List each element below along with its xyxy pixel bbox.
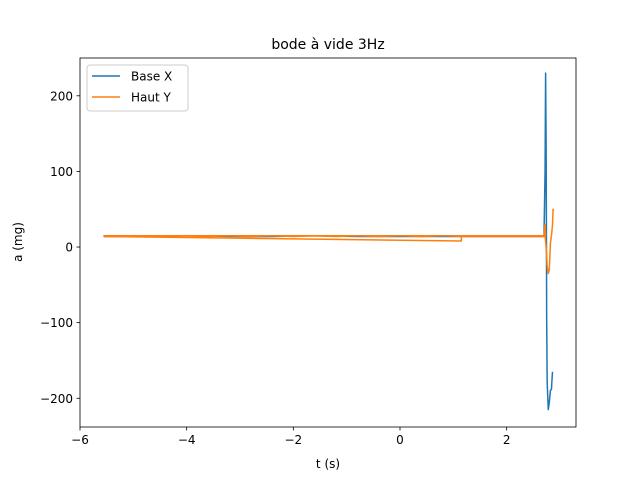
x-axis: −6 −4 −2 0 2 bbox=[71, 427, 510, 447]
x-tick-label: −2 bbox=[284, 433, 302, 447]
x-tick-label: −6 bbox=[71, 433, 89, 447]
plot-area bbox=[79, 57, 577, 428]
plot-frame bbox=[79, 57, 577, 428]
legend-label-2: Haut Y bbox=[131, 91, 172, 105]
x-axis-label: t (s) bbox=[316, 457, 340, 471]
x-tick-label: 2 bbox=[503, 433, 511, 447]
y-tick-label: 100 bbox=[50, 165, 73, 179]
series-layer bbox=[103, 72, 555, 411]
chart-title: bode à vide 3Hz bbox=[271, 37, 384, 53]
plot-background bbox=[80, 58, 576, 427]
y-tick-label: −200 bbox=[40, 392, 73, 406]
legend: Base X Haut Y bbox=[86, 64, 189, 112]
y-axis-label: a (mg) bbox=[11, 222, 25, 262]
y-tick-label: −100 bbox=[40, 316, 73, 330]
series-line-2 bbox=[103, 208, 555, 275]
x-tick-label: 0 bbox=[396, 433, 404, 447]
y-tick-label: 200 bbox=[50, 89, 73, 103]
y-axis: −200 −100 0 100 200 bbox=[40, 89, 80, 406]
x-tick-label: −4 bbox=[178, 433, 196, 447]
y-tick-label: 0 bbox=[65, 241, 73, 255]
legend-label-1: Base X bbox=[131, 70, 172, 84]
